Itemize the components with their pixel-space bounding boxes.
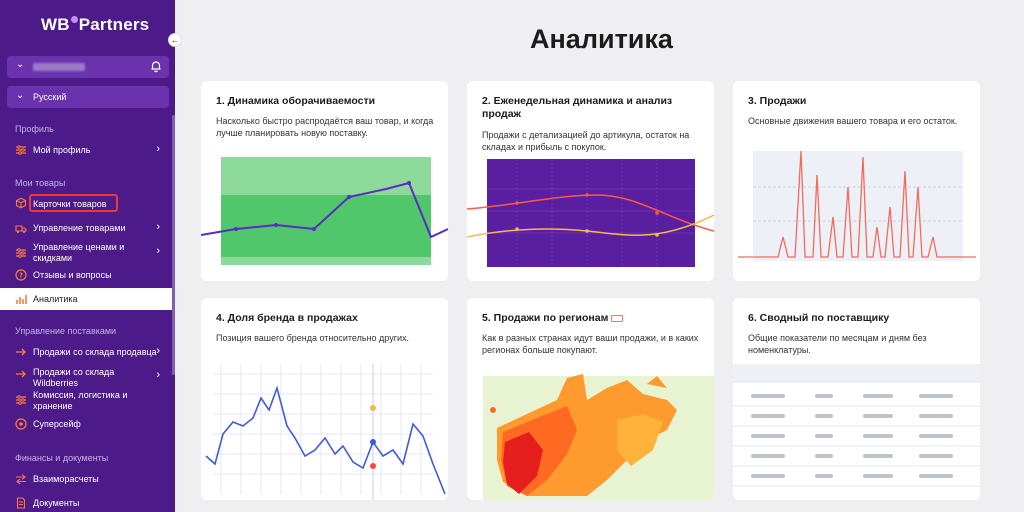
card-title: 3. Продажи — [748, 95, 807, 107]
document-icon — [16, 497, 26, 509]
chevron-right-icon: › — [156, 143, 160, 155]
sidebar-item-analytics[interactable]: Аналитика — [0, 288, 172, 310]
question-circle-icon: ? — [15, 269, 27, 281]
analytics-card-turnover[interactable]: 1. Динамика оборачиваемости Насколько бы… — [201, 81, 448, 281]
sidebar: WB Partners ⌄ ⌄ Русский Профиль Мой профи… — [0, 0, 175, 512]
chart-bars-icon — [16, 295, 27, 304]
sidebar-item-label: Продажи со склада Wildberries — [33, 367, 115, 388]
sidebar-scrollbar[interactable] — [172, 115, 175, 375]
summary-table-illustration — [733, 364, 980, 487]
card-title: 1. Динамика оборачиваемости — [216, 95, 376, 107]
new-badge-icon — [611, 314, 624, 322]
sidebar-item-sales-wb[interactable]: Продажи со склада Wildberries › — [0, 366, 172, 390]
regions-map-illustration — [483, 374, 714, 500]
chevron-right-icon: › — [156, 245, 160, 257]
sidebar-item-reviews[interactable]: ? Отзывы и вопросы — [0, 268, 172, 284]
chevron-right-icon: › — [156, 221, 160, 233]
sliders-icon — [16, 145, 26, 155]
chevron-right-icon: › — [156, 345, 160, 357]
highlight-box — [29, 194, 118, 212]
section-my-goods: Мои товары — [15, 178, 66, 188]
sidebar-item-label: Мой профиль — [33, 145, 91, 155]
bell-icon[interactable] — [149, 59, 163, 73]
sidebar-item-product-cards[interactable]: Карточки товаров — [0, 196, 172, 212]
sidebar-item-goods-management[interactable]: Управление товарами › — [0, 221, 172, 237]
card-title: 5. Продажи по регионам — [482, 312, 702, 325]
sidebar-item-label: Продажи со склада продавца — [33, 347, 157, 357]
chevron-right-icon: › — [156, 369, 160, 381]
card-title: 6. Сводный по поставщику — [748, 312, 890, 324]
shield-circle-icon — [15, 418, 27, 430]
sidebar-item-label: Документы — [33, 498, 80, 508]
card-description: Насколько быстро распродаётся ваш товар,… — [216, 116, 434, 138]
card-title: 2. Еженедельная динамика и анализ продаж — [482, 95, 673, 120]
card-description: Как в разных странах идут ваши продажи, … — [482, 333, 699, 355]
chevron-down-icon: ⌄ — [16, 90, 25, 101]
sidebar-item-sales-seller[interactable]: Продажи со склада продавца › — [0, 345, 172, 361]
sliders-icon — [16, 395, 26, 405]
language-label: Русский — [33, 92, 67, 102]
sidebar-item-documents[interactable]: Документы — [0, 496, 172, 512]
sidebar-item-label: Комиссия, логистика и хранение — [33, 390, 128, 411]
analytics-card-sales[interactable]: 3. Продажи Основные движения вашего това… — [733, 81, 980, 281]
analytics-card-brand-share[interactable]: 4. Доля бренда в продажах Позиция вашего… — [201, 298, 448, 500]
analytics-card-weekly[interactable]: 2. Еженедельная динамика и анализ продаж… — [467, 81, 714, 281]
arrow-left-icon[interactable]: ← — [168, 33, 182, 47]
sidebar-item-label: Взаиморасчеты — [33, 474, 99, 484]
sidebar-item-settlements[interactable]: Взаиморасчеты — [0, 472, 172, 488]
account-selector[interactable]: ⌄ — [7, 56, 169, 78]
sidebar-item-label: Суперсейф — [33, 419, 81, 429]
arrow-right-icon — [16, 370, 26, 378]
language-selector[interactable]: ⌄ Русский — [7, 86, 169, 108]
card-description: Позиция вашего бренда относительно други… — [216, 333, 410, 343]
sliders-icon — [16, 248, 26, 258]
sidebar-item-label: Управление ценами и скидками — [33, 242, 125, 263]
sidebar-item-label: Карточки товаров — [33, 199, 107, 209]
section-profile: Профиль — [15, 124, 54, 134]
sidebar-item-my-profile[interactable]: Мой профиль › — [0, 143, 172, 159]
svg-text:?: ? — [19, 272, 23, 280]
analytics-card-regions[interactable]: 5. Продажи по регионам Как в разных стра… — [467, 298, 714, 500]
sidebar-item-label: Отзывы и вопросы — [33, 270, 112, 280]
section-supply: Управление поставками — [15, 326, 117, 336]
card-description: Общие показатели по месяцам и дням без н… — [748, 333, 927, 355]
section-finance: Финансы и документы — [15, 453, 109, 463]
sidebar-item-price-management[interactable]: Управление ценами и скидками › — [0, 241, 172, 265]
sidebar-item-commission[interactable]: Комиссия, логистика и хранение — [0, 389, 172, 413]
chevron-down-icon: ⌄ — [16, 59, 25, 70]
account-name-blurred — [33, 63, 85, 71]
card-description: Продажи с детализацией до артикула, оста… — [482, 130, 690, 152]
brand-share-chart-illustration — [205, 364, 446, 500]
sales-chart-illustration — [738, 150, 976, 261]
card-title: 4. Доля бренда в продажах — [216, 312, 358, 324]
logo[interactable]: WB Partners — [41, 15, 150, 34]
box-icon — [15, 197, 27, 209]
arrows-exchange-icon — [16, 474, 26, 485]
truck-icon — [15, 225, 27, 234]
analytics-card-supplier-summary[interactable]: 6. Сводный по поставщику Общие показател… — [733, 298, 980, 500]
page-title: Аналитика — [530, 24, 673, 54]
turnover-chart-illustration — [201, 157, 448, 265]
card-description: Основные движения вашего товара и его ос… — [748, 116, 958, 126]
arrow-right-icon — [16, 348, 26, 356]
weekly-chart-illustration — [467, 159, 714, 267]
sidebar-item-label: Управление товарами — [33, 223, 126, 233]
sidebar-item-label: Аналитика — [33, 294, 78, 304]
sidebar-item-supersafe[interactable]: Суперсейф — [0, 417, 172, 433]
